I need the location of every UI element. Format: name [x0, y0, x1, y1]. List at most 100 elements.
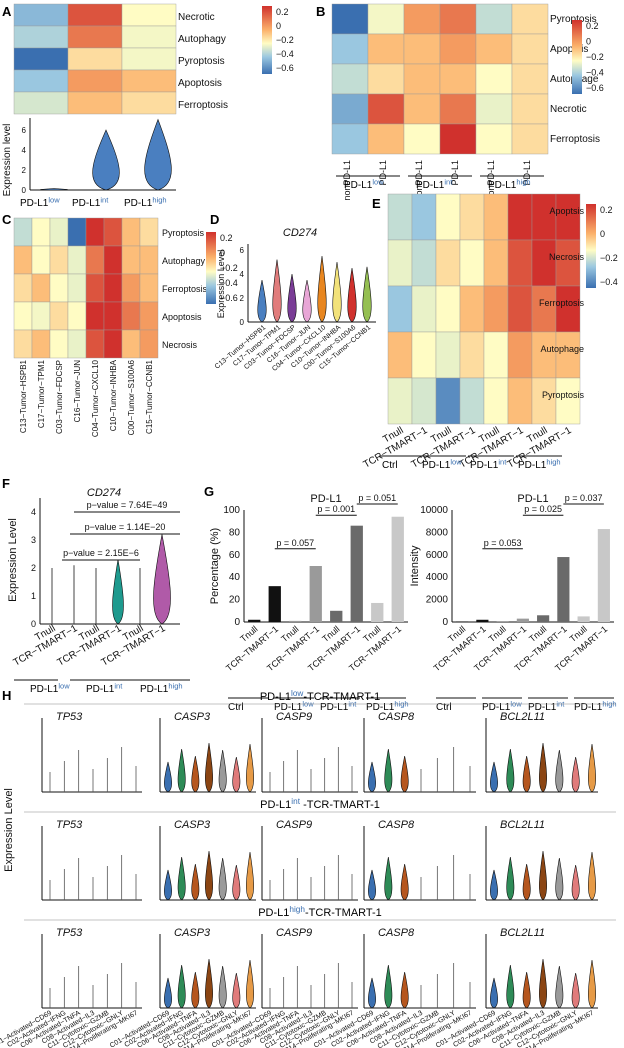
heat-cell — [555, 239, 581, 287]
violin-shape — [191, 755, 200, 793]
heat-row-label: Pyroptosis — [178, 56, 225, 67]
gene-title: CASP8 — [378, 711, 415, 723]
scale-tick: −0.2 — [220, 263, 238, 273]
heatmap-a: Necrotic Autophagy Pyroptosis Apoptosis Ferr… — [13, 3, 228, 115]
violin-grid-h: Expression LevelPD-L1low-TCR-TMART-1TP53… — [0, 689, 616, 1048]
plot-title: CD274 — [283, 227, 317, 239]
heat-row-label: Necrotic — [178, 12, 215, 23]
color-scale-e: 0.2 0 −0.2 −0.4 — [586, 204, 618, 288]
scale-tick: −0.6 — [220, 293, 238, 303]
heat-cell — [67, 217, 87, 247]
group-label: PD-L1int — [86, 682, 123, 696]
heat-cell — [411, 285, 437, 333]
heat-cell — [555, 285, 581, 333]
tick-y: 60 — [229, 550, 241, 561]
violin-shape — [490, 761, 498, 793]
pdl1-sup: int — [444, 178, 453, 187]
heat-cell — [121, 217, 141, 247]
heat-cell — [103, 273, 123, 303]
violin-shape — [384, 748, 393, 793]
heat-cell — [331, 93, 369, 125]
heat-cell — [31, 273, 51, 303]
violin-shape — [400, 755, 409, 793]
heat-cell — [507, 285, 533, 333]
pdl1-base: PD-L1 — [20, 198, 49, 209]
pdl1-base: PD-L1 — [344, 180, 373, 191]
gene-title: CASP3 — [174, 927, 211, 939]
bar — [391, 516, 404, 622]
heat-cell — [435, 239, 461, 287]
group-label: PD-L1high — [518, 458, 561, 472]
heat-cell — [531, 331, 557, 379]
tick-y: 3 — [31, 535, 36, 545]
scale-tick: −0.4 — [586, 68, 604, 78]
violin-shape — [506, 748, 515, 793]
pdl1-sup: high — [152, 196, 166, 205]
axis-ylabel: Expression level — [2, 124, 13, 197]
group-label: Ctrl — [436, 702, 452, 713]
violin-shape — [588, 743, 596, 793]
violin-shape — [539, 850, 547, 901]
violin-shape — [400, 971, 409, 1009]
heat-cell — [103, 217, 123, 247]
heat-cell — [411, 377, 437, 425]
gene-title: CASP3 — [174, 819, 211, 831]
pdl1-base: PD-L1 — [258, 907, 289, 919]
heat-cell — [85, 273, 105, 303]
heat-row-label: Apoptosis — [178, 78, 222, 89]
violin-shape — [164, 977, 172, 1009]
heat-col-label: C16−Tumor−JUN — [73, 360, 82, 423]
heat-cell — [511, 63, 549, 95]
heat-row-label: Apoptsis — [550, 44, 588, 55]
heat-cell — [367, 93, 405, 125]
row-title: PD-L1int -TCR-TMART-1 — [260, 797, 380, 811]
heat-cell — [139, 301, 159, 331]
heat-col-label: C10−Tumor−INHBA — [109, 359, 118, 431]
scale-tick: 0 — [586, 37, 591, 47]
pval-text: p = 0.051 — [358, 493, 396, 503]
scale-tick: −0.2 — [276, 35, 294, 45]
heat-cell — [475, 93, 513, 125]
heat-cell — [103, 301, 123, 331]
heat-cell — [387, 239, 413, 287]
heat-col-label: C03−Tumor−FDCSP — [55, 360, 64, 434]
scale-tick: −0.6 — [586, 83, 604, 93]
heat-cell — [411, 239, 437, 287]
heat-col-label: PD-L1 — [522, 160, 532, 186]
violin-shape — [40, 188, 68, 191]
bar — [496, 621, 509, 622]
heat-cell — [67, 91, 123, 115]
tick-y: 4 — [240, 270, 245, 279]
heat-row-label: Pyroptosis — [162, 228, 205, 238]
bar — [456, 621, 469, 622]
bar — [597, 529, 610, 622]
pdl1-base: PD-L1 — [574, 702, 603, 713]
tick-y: 4 — [31, 507, 36, 517]
group-label: Ctrl — [228, 702, 244, 713]
violin-shape — [506, 964, 515, 1009]
heat-cell — [13, 217, 33, 247]
pval-text: p−value = 2.15E−6 — [63, 548, 139, 558]
violin-shape — [191, 863, 200, 901]
violin-shape — [177, 856, 186, 901]
heat-cell — [31, 301, 51, 331]
violin-shape — [257, 279, 267, 323]
heat-cell — [139, 273, 159, 303]
heat-cell — [67, 3, 123, 27]
pdl1-base: PD-L1 — [528, 702, 557, 713]
heat-cell — [121, 47, 177, 71]
scale-tick: 0.2 — [586, 21, 599, 31]
violin-shape — [555, 857, 564, 901]
heat-cell — [121, 25, 177, 49]
heat-cell — [67, 25, 123, 49]
heat-cell — [507, 331, 533, 379]
heat-cell — [507, 239, 533, 287]
gene-title: CASP3 — [174, 711, 211, 723]
heat-cell — [139, 245, 159, 275]
heat-col-label: PD-L1 — [378, 160, 388, 186]
heat-cell — [139, 329, 159, 359]
violin-shape — [522, 971, 531, 1009]
panel-label-c: C — [2, 212, 12, 227]
scale-tick: 0 — [220, 248, 225, 258]
heat-cell — [49, 217, 69, 247]
